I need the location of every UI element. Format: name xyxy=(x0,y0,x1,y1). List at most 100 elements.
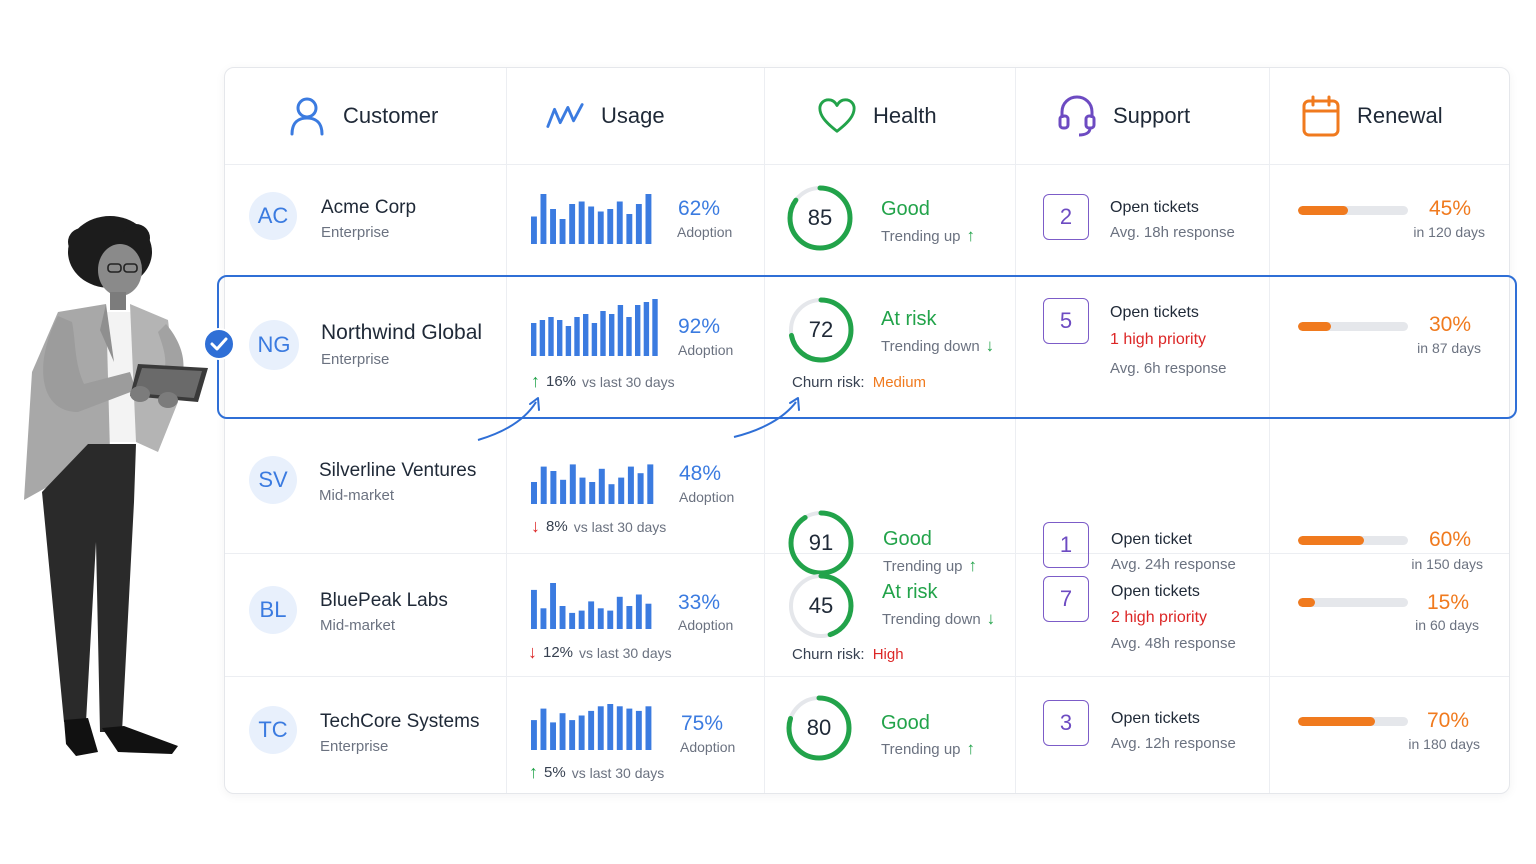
customer-name[interactable]: Northwind Global xyxy=(321,321,483,344)
customer-segment: Enterprise xyxy=(321,351,390,368)
health-score: 80 xyxy=(806,715,832,740)
usage-bar xyxy=(607,209,614,244)
header-renewal[interactable]: Renewal xyxy=(1301,68,1443,164)
health-trend: Trending down ↓ xyxy=(881,336,994,356)
usage-bar xyxy=(627,466,634,504)
usage-trend-label: vs last 30 days xyxy=(571,764,665,781)
usage-bar xyxy=(626,214,633,244)
usage-bar xyxy=(647,464,654,504)
usage-bar xyxy=(645,194,652,244)
usage-trend-value: 12% xyxy=(543,644,574,661)
usage-bar xyxy=(559,219,566,244)
usage-bar xyxy=(635,594,642,629)
selected-row-highlight xyxy=(217,275,1517,419)
header-support[interactable]: Support xyxy=(1057,68,1190,164)
health-status: At risk xyxy=(881,308,937,330)
customer-name[interactable]: TechCore Systems xyxy=(320,711,480,732)
usage-bar xyxy=(550,209,556,244)
usage-bar xyxy=(591,323,598,356)
health-score-ring xyxy=(788,297,854,363)
ticket-count[interactable]: 7 xyxy=(1043,576,1089,622)
usage-bar xyxy=(540,708,547,750)
churn-risk: Churn risk: High xyxy=(792,646,904,663)
ticket-count[interactable]: 5 xyxy=(1043,298,1089,344)
usage-bar xyxy=(569,204,576,244)
usage-bar xyxy=(540,194,547,244)
usage-trend: ↑ 5% vs last 30 days xyxy=(529,762,664,783)
header-usage[interactable]: Usage xyxy=(545,68,665,164)
usage-bar xyxy=(559,606,566,629)
headset-icon xyxy=(1057,94,1097,138)
header-health[interactable]: Health xyxy=(817,68,937,164)
usage-bar xyxy=(617,305,624,356)
ring-progress xyxy=(788,297,854,363)
usage-bar xyxy=(569,612,576,629)
usage-bar xyxy=(588,710,595,750)
arrow-down-icon: ↓ xyxy=(985,336,995,355)
usage-bar xyxy=(578,715,585,750)
person-with-tablet-illustration xyxy=(24,216,208,756)
usage-trend: ↓ 8% vs last 30 days xyxy=(531,516,666,537)
usage-bar xyxy=(531,216,537,244)
table-row[interactable]: AC Acme Corp Enterprise 62% Adoption 85 … xyxy=(225,164,1511,274)
usage-bar xyxy=(645,706,652,750)
renewal-percent: 15% xyxy=(1426,591,1469,614)
customer-name[interactable]: BluePeak Labs xyxy=(320,590,448,611)
usage-trend: ↑ 16% vs last 30 days xyxy=(531,371,675,392)
renewal-days: in 60 days xyxy=(1415,617,1479,633)
ring-progress xyxy=(788,510,854,576)
usage-bar xyxy=(643,302,650,356)
usage-bar xyxy=(635,710,642,750)
adoption-percent: 75% xyxy=(681,712,724,735)
health-status: Good xyxy=(881,712,930,734)
table-row-selected[interactable]: NG Northwind Global Enterprise 92% Adopt… xyxy=(225,274,1511,424)
usage-sparkbars xyxy=(531,704,652,750)
usage-bar xyxy=(531,482,537,504)
health-score-ring xyxy=(787,185,853,251)
table-row[interactable]: BL BluePeak Labs Mid-market 33% Adoption… xyxy=(225,553,1511,676)
table-row[interactable]: TC TechCore Systems Enterprise 75% Adopt… xyxy=(225,676,1511,795)
usage-bar xyxy=(531,589,537,629)
usage-bar xyxy=(550,722,556,750)
table-row[interactable]: SV Silverline Ventures Mid-market 48% Ad… xyxy=(225,424,1511,576)
header-label: Support xyxy=(1113,103,1191,128)
usage-bar xyxy=(626,708,633,750)
churn-risk: Churn risk: Medium xyxy=(792,374,926,391)
arrow-down-icon: ↓ xyxy=(528,642,537,662)
usage-sparkbars xyxy=(531,464,654,504)
health-status: At risk xyxy=(882,581,938,603)
usage-bar xyxy=(540,466,547,504)
usage-bar xyxy=(597,706,604,750)
adoption-percent: 92% xyxy=(678,315,721,338)
adoption-percent: 62% xyxy=(678,197,721,220)
customer-name[interactable]: Acme Corp xyxy=(321,197,417,218)
response-time: Avg. 24h response xyxy=(1111,556,1236,573)
churn-risk-level: Medium xyxy=(872,374,927,391)
usage-bar xyxy=(588,206,595,244)
usage-bar xyxy=(531,720,537,750)
ring-progress xyxy=(787,185,853,251)
customer-name[interactable]: Silverline Ventures xyxy=(319,460,477,481)
renewal-progress-bar xyxy=(1298,536,1408,545)
arrow-down-icon: ↓ xyxy=(531,516,540,536)
churn-risk-label: Churn risk: xyxy=(792,374,865,391)
checkmark-icon[interactable] xyxy=(203,328,235,360)
ticket-count[interactable]: 1 xyxy=(1043,522,1089,568)
usage-trend-label: vs last 30 days xyxy=(582,373,675,390)
avatar: SV xyxy=(249,456,297,504)
usage-bar xyxy=(637,473,644,504)
health-trend: Trending up ↑ xyxy=(881,739,975,759)
renewal-progress-bar xyxy=(1298,322,1408,331)
usage-sparkbars xyxy=(531,583,652,629)
row-divider xyxy=(225,553,1509,554)
arrow-up-icon: ↑ xyxy=(529,762,538,782)
renewal-days: in 120 days xyxy=(1413,224,1485,240)
adoption-label: Adoption xyxy=(677,224,733,240)
ticket-count[interactable]: 2 xyxy=(1043,194,1089,240)
renewal-progress-fill xyxy=(1298,206,1348,215)
header-customer[interactable]: Customer xyxy=(287,68,438,164)
adoption-percent: 33% xyxy=(678,591,721,614)
usage-bar xyxy=(600,311,606,356)
ticket-count[interactable]: 3 xyxy=(1043,700,1089,746)
ring-progress xyxy=(786,695,852,761)
